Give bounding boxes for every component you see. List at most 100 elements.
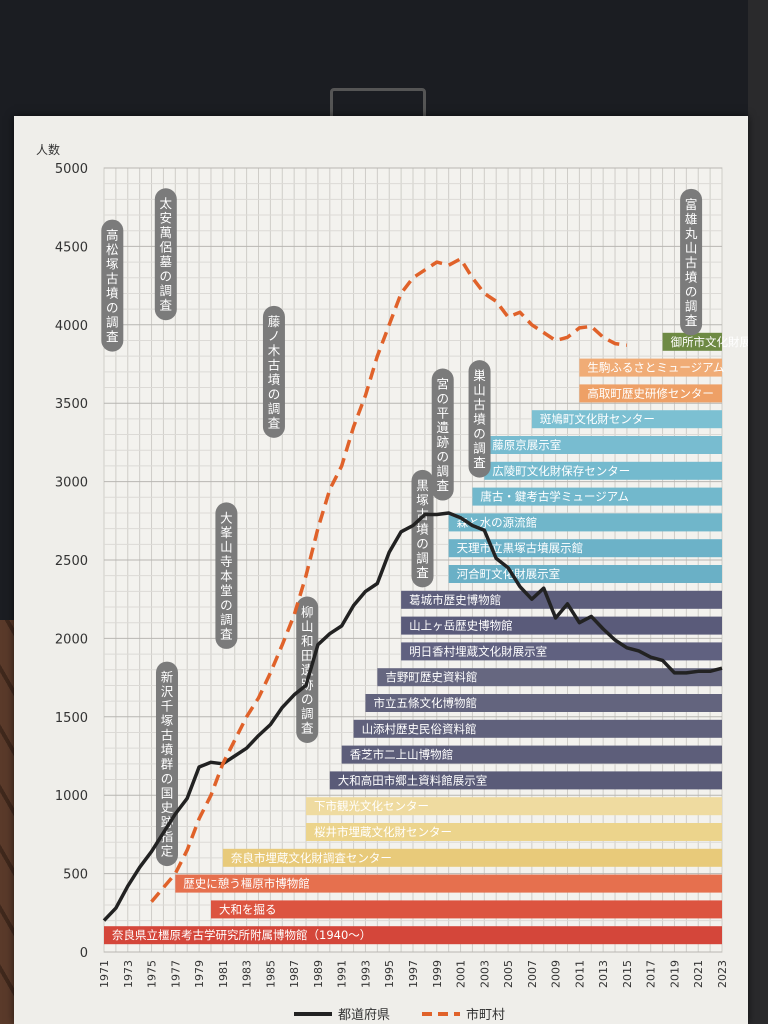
- y-tick-label: 1500: [55, 711, 88, 726]
- y-tick-label: 3000: [55, 476, 88, 491]
- timeline-bar: [484, 436, 722, 454]
- x-tick-label: 1989: [312, 960, 325, 988]
- x-tick-label: 2007: [526, 960, 539, 988]
- annotation-pill: [411, 469, 434, 588]
- timeline-bar-label: 生駒ふるさとミュージアム: [587, 361, 724, 375]
- timeline-bar-label: 下市観光文化センター: [314, 799, 429, 813]
- timeline-bar-label: 奈良県立橿原考古学研究所附属博物館（1940～）: [112, 928, 371, 942]
- axis-ticks: 0 500 1000 1500 2000 2500 3000 3500 4000 4500 5000…: [55, 162, 729, 988]
- timeline-bars: 奈良県立橿原考古学研究所附属博物館（1940～） 大和を掘る 歴史に憩う橿原市博物館…: [104, 332, 748, 945]
- y-tick-label: 5000: [55, 162, 88, 177]
- x-tick-label: 2017: [645, 960, 658, 988]
- timeline-bar-label: 斑鳩町文化財センター: [540, 412, 655, 426]
- x-tick-label: 1977: [169, 960, 182, 988]
- timeline-bar: [306, 823, 722, 841]
- series-line: [150, 257, 628, 903]
- timeline-bar: [222, 848, 722, 867]
- y-tick-label: 2000: [55, 632, 88, 647]
- timeline-bar: [329, 771, 722, 790]
- annotation-pill: [431, 368, 454, 501]
- x-tick-label: 1971: [98, 960, 111, 988]
- x-tick-label: 2005: [502, 960, 515, 988]
- timeline-bar-label: 大和高田市郷土資料館展示室: [338, 773, 488, 787]
- annotation-label: 藤ノ木古墳の調査: [268, 314, 281, 431]
- annotation-pill: [215, 502, 238, 649]
- y-tick-label: 3500: [55, 397, 88, 412]
- annotation-pill: [680, 188, 703, 336]
- timeline-bar: [662, 332, 722, 351]
- timeline-bar-label: 山添村歴史民俗資料館: [362, 722, 477, 736]
- x-tick-label: 2019: [668, 960, 681, 988]
- annotation-label: 新沢千塚古墳群の国史跡指定: [161, 670, 174, 859]
- annotation-label: 太安萬侶墓の調査: [160, 196, 173, 313]
- timeline-bar-label: 天理市立黒塚古墳展示館: [457, 541, 583, 555]
- x-tick-label: 2001: [455, 960, 468, 988]
- x-tick-label: 1997: [407, 960, 420, 988]
- timeline-bar: [448, 565, 722, 583]
- timeline-bar: [531, 410, 722, 429]
- x-tick-label: 1999: [431, 960, 444, 988]
- x-tick-label: 1983: [241, 960, 254, 988]
- x-tick-label: 2023: [716, 960, 729, 988]
- timeline-bar: [341, 745, 722, 764]
- timeline-bar: [377, 668, 722, 687]
- timeline-bar: [448, 539, 722, 558]
- annotation-pill: [296, 596, 319, 744]
- event-annotations: 高松塚古墳の調査太安萬侶墓の調査藤ノ木古墳の調査大峯山寺本堂の調査柳山和田遺跡の…: [101, 188, 703, 867]
- legend-label: 市町村: [466, 1007, 505, 1023]
- timeline-bar: [484, 461, 722, 480]
- timeline-bar: [306, 797, 722, 816]
- x-tick-label: 1987: [288, 960, 301, 988]
- timeline-bar: [472, 487, 722, 506]
- timeline-bar: [579, 384, 722, 403]
- x-tick-label: 1981: [217, 960, 230, 988]
- timeline-bar-label: 唐古・鍵考古学ミュージアム: [480, 490, 628, 504]
- x-tick-label: 1973: [122, 960, 135, 988]
- visitor-count-chart: 0 500 1000 1500 2000 2500 3000 3500 4000 4500 5000…: [36, 142, 748, 1023]
- x-tick-label: 2015: [621, 960, 634, 988]
- y-tick-label: 1000: [55, 789, 88, 804]
- x-tick-label: 1979: [193, 960, 206, 988]
- annotation-label: 大峯山寺本堂の調査: [220, 510, 233, 641]
- annotation-label: 黒塚古墳の調査: [416, 478, 429, 580]
- annotation-label: 宮の平遺跡の調査: [436, 377, 449, 494]
- timeline-bar: [401, 616, 722, 635]
- timeline-bar-label: 歴史に憩う橿原市博物館: [183, 877, 309, 891]
- timeline-bar: [365, 694, 722, 712]
- x-tick-label: 2009: [550, 960, 563, 988]
- x-tick-label: 2003: [478, 960, 491, 988]
- x-tick-label: 1975: [146, 960, 159, 988]
- series-line: [102, 511, 723, 922]
- y-tick-label: 4500: [55, 240, 88, 255]
- annotation-pill: [101, 219, 124, 352]
- timeline-bar-label: 広陵町文化財保存センター: [492, 464, 630, 478]
- annotation-label: 富雄丸山古墳の調査: [685, 197, 698, 328]
- y-tick-label: 500: [63, 868, 88, 883]
- timeline-bar-label: 香芝市二上山博物館: [350, 748, 454, 762]
- timeline-bar: [401, 590, 722, 609]
- legend: 都道府県 市町村: [294, 1007, 505, 1023]
- timeline-bar-label: 山上ヶ岳歴史博物館: [409, 619, 512, 633]
- timeline-bar-label: 吉野町歴史資料館: [385, 670, 477, 684]
- timeline-bar-label: 桜井市埋蔵文化財センター: [314, 825, 452, 839]
- timeline-bar: [401, 642, 722, 661]
- y-tick-label: 4000: [55, 319, 88, 334]
- annotation-pill: [262, 305, 285, 438]
- timeline-bar-label: 明日香村埋蔵文化財展示室: [409, 644, 547, 658]
- timeline-bar: [210, 900, 722, 919]
- x-tick-label: 2021: [692, 960, 705, 988]
- timeline-bar-label: 葛城市歴史博物館: [409, 593, 501, 607]
- timeline-bar-label: 市立五條文化博物館: [373, 696, 477, 710]
- timeline-bar-label: 大和を掘る: [219, 902, 277, 916]
- annotation-pill: [468, 360, 491, 478]
- timeline-bar-label: 藤原京展示室: [492, 438, 561, 452]
- legend-label: 都道府県: [338, 1008, 390, 1023]
- y-tick-label: 0: [80, 946, 88, 961]
- series-lines: [102, 257, 723, 922]
- timeline-bar: [353, 719, 722, 738]
- timeline-bar: [104, 926, 722, 945]
- x-tick-label: 2011: [573, 960, 586, 988]
- x-tick-label: 1985: [264, 960, 277, 988]
- wall-background: [748, 0, 768, 1024]
- y-axis-label: 人数: [36, 142, 60, 157]
